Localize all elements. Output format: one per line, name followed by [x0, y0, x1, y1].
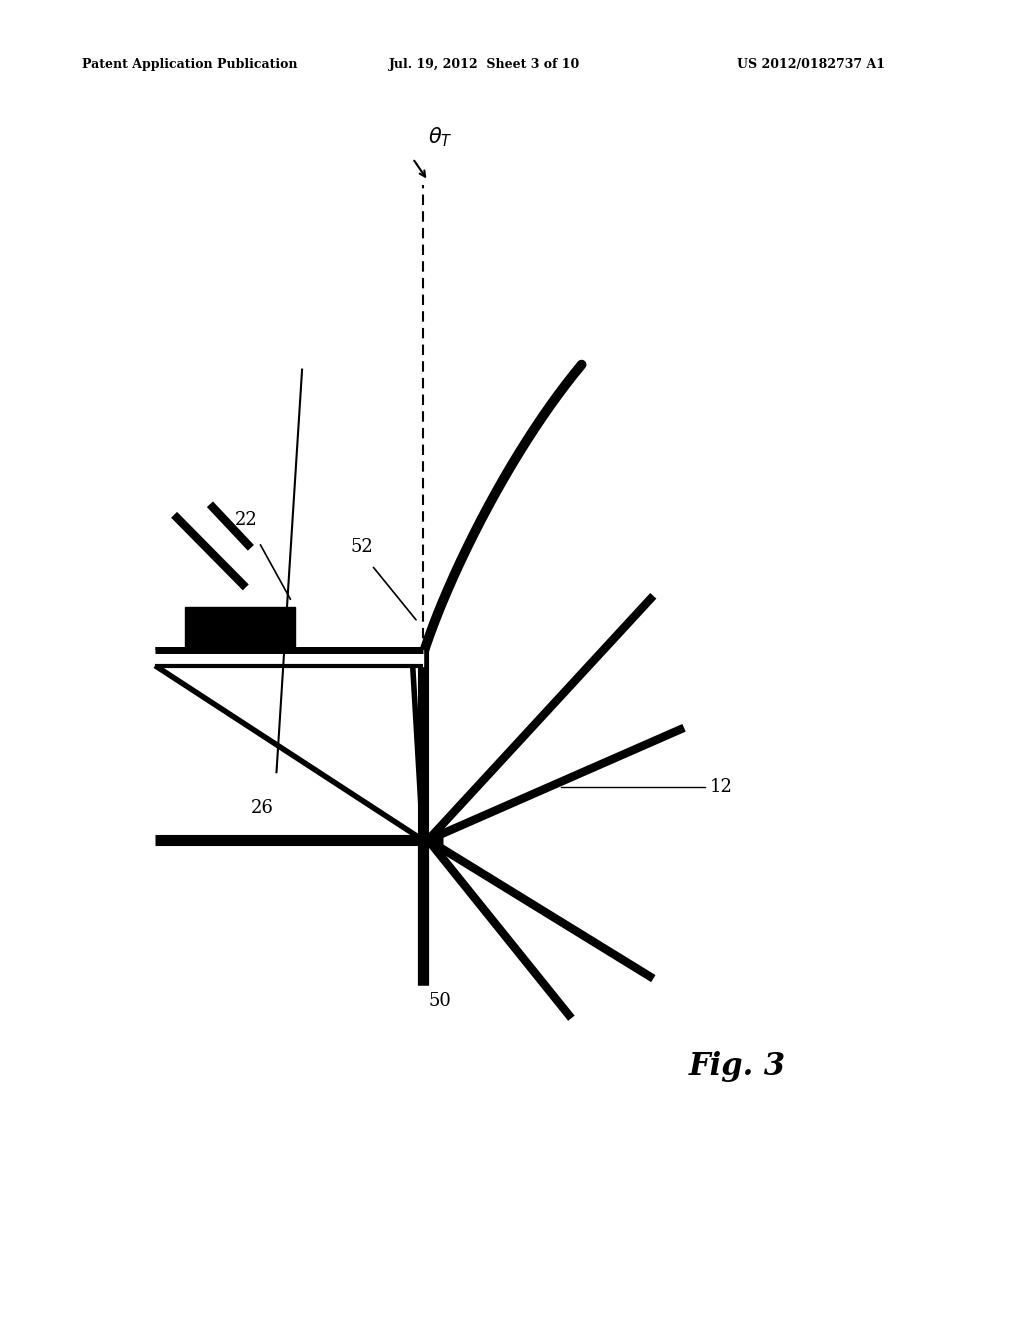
- Bar: [185, 607, 295, 649]
- Text: $\theta_T$: $\theta_T$: [428, 125, 453, 149]
- Text: Fig. 3: Fig. 3: [689, 1051, 785, 1082]
- Text: US 2012/0182737 A1: US 2012/0182737 A1: [737, 58, 886, 71]
- Text: 52: 52: [350, 539, 373, 556]
- Text: Jul. 19, 2012  Sheet 3 of 10: Jul. 19, 2012 Sheet 3 of 10: [389, 58, 581, 71]
- Text: 12: 12: [710, 779, 732, 796]
- Text: 50: 50: [428, 991, 451, 1010]
- Text: Patent Application Publication: Patent Application Publication: [82, 58, 297, 71]
- Text: 26: 26: [251, 799, 273, 817]
- Text: 22: 22: [234, 511, 257, 529]
